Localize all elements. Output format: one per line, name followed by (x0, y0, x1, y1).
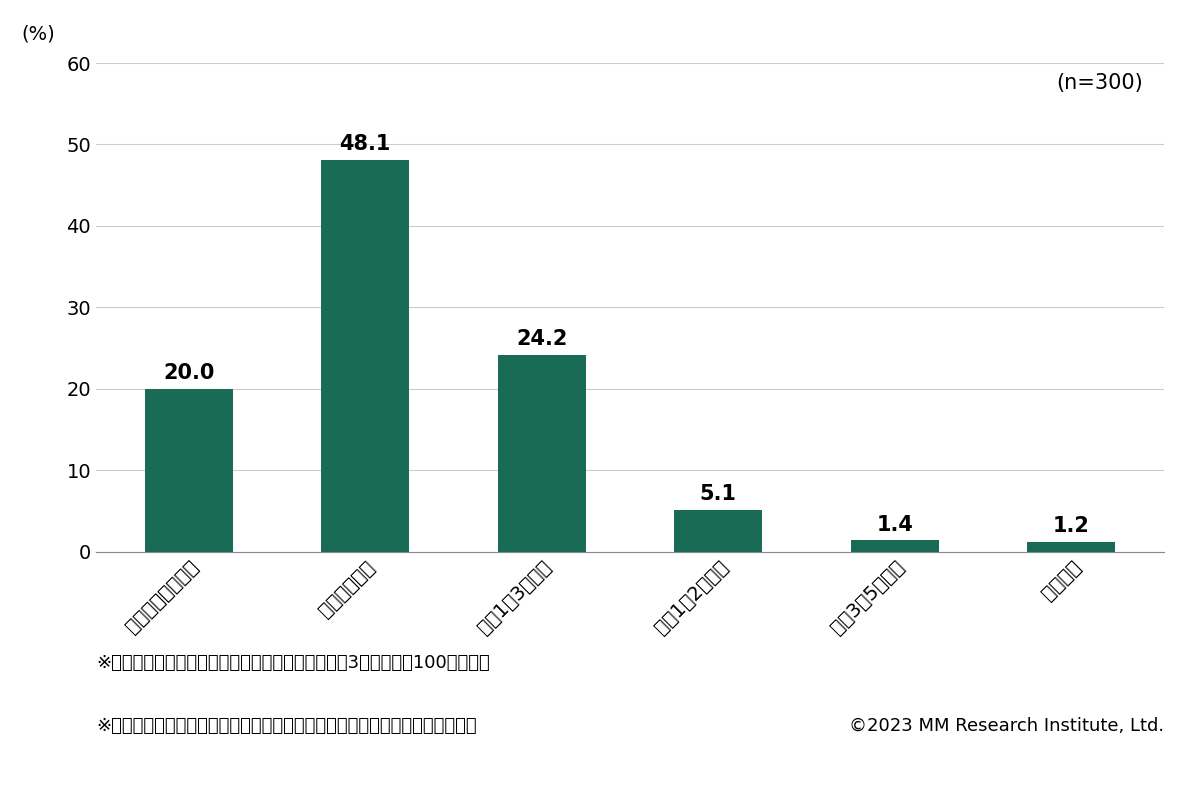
Text: ※算出に際し、サンプル数を人口比率に合わせるウェイトバックを行っている: ※算出に際し、サンプル数を人口比率に合わせるウェイトバックを行っている (96, 717, 476, 735)
Text: ※カーシェアを「利用したことがある」と回答した3都府県の各100人が対象: ※カーシェアを「利用したことがある」と回答した3都府県の各100人が対象 (96, 654, 490, 672)
Bar (674, 510, 762, 552)
Text: 1.4: 1.4 (876, 515, 913, 534)
Bar (851, 541, 938, 552)
Bar (1027, 542, 1116, 552)
Text: (%): (%) (22, 24, 55, 43)
Text: 5.1: 5.1 (700, 485, 737, 504)
Text: ©2023 MM Research Institute, Ltd.: ©2023 MM Research Institute, Ltd. (848, 717, 1164, 735)
Text: 24.2: 24.2 (516, 329, 568, 349)
Bar (322, 160, 409, 552)
Text: (n=300): (n=300) (1056, 72, 1142, 93)
Text: 48.1: 48.1 (340, 134, 391, 154)
Bar (144, 388, 233, 552)
Bar (498, 355, 586, 552)
Text: 1.2: 1.2 (1052, 516, 1090, 536)
Text: 20.0: 20.0 (163, 363, 215, 383)
